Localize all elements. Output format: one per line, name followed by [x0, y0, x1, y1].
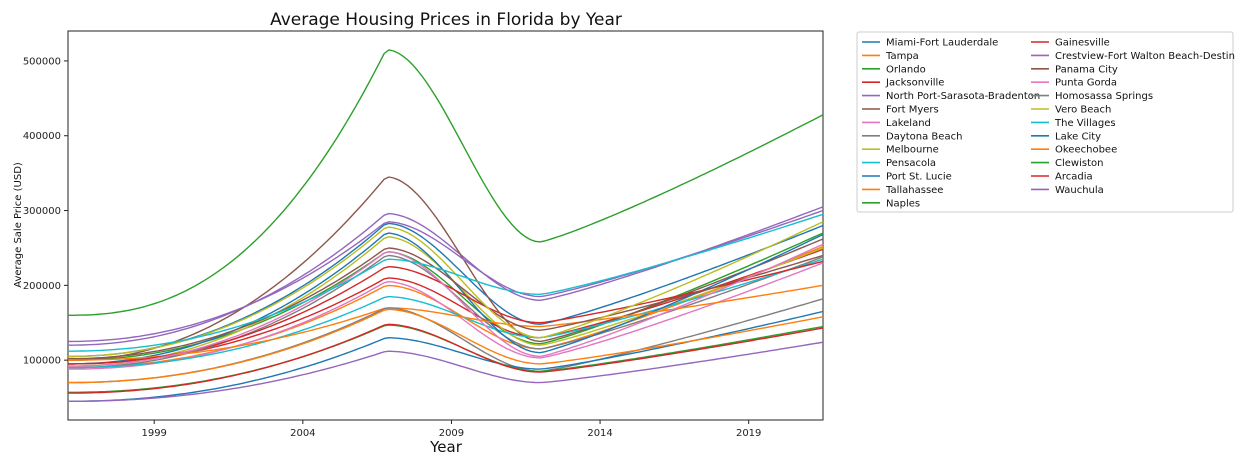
legend-entry: Crestview-Fort Walton Beach-Destin [1055, 51, 1235, 62]
y-tick-label: 500000 [23, 56, 61, 67]
series-line-punta-gorda [68, 243, 824, 367]
x-axis-label: Year [429, 438, 463, 456]
y-tick-label: 300000 [23, 206, 61, 217]
x-tick-label: 2019 [736, 428, 761, 439]
x-tick-label: 2014 [587, 428, 612, 439]
y-axis: 100000 200000 300000 400000 500000 [23, 56, 68, 367]
series-line-crestview-fort-walton-beach-destin [67, 209, 824, 343]
legend-entry: Miami-Fort Lauderdale [886, 38, 998, 49]
legend-entry: Melbourne [886, 145, 939, 156]
legend-entry: Port St. Lucie [886, 172, 952, 183]
series-line-the-villages [68, 213, 824, 352]
legend-entry: Naples [886, 198, 920, 209]
legend-entry: Vero Beach [1055, 105, 1111, 116]
x-axis: 1999 2004 2009 2014 2019 [141, 420, 761, 439]
series-group [67, 49, 824, 402]
legend-entry: Wauchula [1055, 185, 1104, 196]
legend-entry: Daytona Beach [886, 131, 962, 142]
legend-entry: The Villages [1054, 118, 1116, 129]
y-tick-label: 100000 [23, 356, 61, 367]
legend-entry: Lakeland [886, 118, 931, 129]
series-line-pensacola [68, 258, 824, 369]
legend-entry: Panama City [1055, 64, 1118, 75]
series-line-fort-myers [67, 176, 824, 361]
legend-entry: Pensacola [886, 158, 936, 169]
legend-entry: Okeechobee [1055, 145, 1117, 156]
series-line-north-port-sarasota-bradenton [68, 206, 824, 346]
series-line-wauchula [68, 341, 824, 402]
x-tick-label: 2004 [290, 428, 315, 439]
series-line-lakeland [68, 262, 824, 370]
series-line-arcadia [68, 323, 824, 394]
series-line-lake-city [68, 310, 824, 402]
x-tick-label: 1999 [141, 428, 166, 439]
legend: Miami-Fort Lauderdale Tampa Orlando Jackson… [856, 31, 1235, 213]
legend-entry: Punta Gorda [1055, 78, 1117, 89]
legend-entry: Tallahassee [885, 185, 943, 196]
legend-entry: Lake City [1055, 131, 1101, 142]
legend-entry: Arcadia [1055, 172, 1093, 183]
chart-title: Average Housing Prices in Florida by Yea… [270, 10, 622, 30]
y-tick-label: 400000 [23, 131, 61, 142]
series-line-panama-city [67, 247, 824, 360]
legend-entry: Clewiston [1055, 158, 1103, 169]
x-tick-label: 2009 [439, 428, 464, 439]
legend-entry: Tampa [885, 51, 919, 62]
series-line-miami-fort-lauderdale [68, 222, 824, 358]
legend-entry: Homosassa Springs [1055, 91, 1153, 102]
legend-entry: North Port-Sarasota-Bradenton [886, 91, 1040, 102]
series-line-tallahassee [67, 284, 824, 361]
legend-entry: Orlando [886, 64, 926, 75]
series-line-okeechobee [68, 308, 824, 384]
series-line-naples [68, 49, 824, 316]
legend-entry: Fort Myers [886, 105, 939, 116]
legend-entry: Gainesville [1055, 38, 1110, 49]
y-tick-label: 200000 [23, 281, 61, 292]
legend-entry: Jacksonville [885, 78, 944, 89]
y-axis-label: Average Sale Price (USD) [13, 162, 24, 288]
